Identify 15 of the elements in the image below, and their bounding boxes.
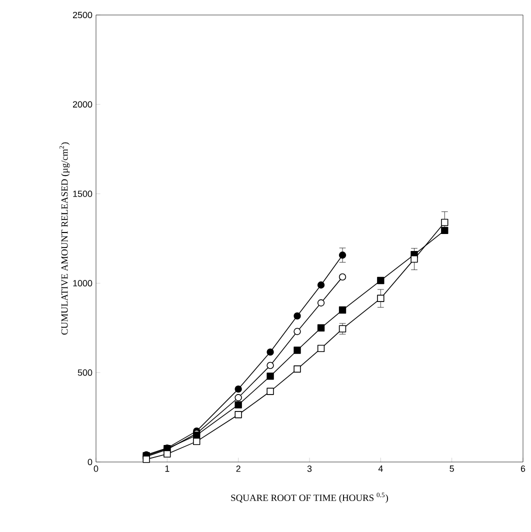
x-tick-label: 6 — [520, 466, 526, 472]
y-axis-title: CUMULATIVE AMOUNT RELEASED (µg/cm$^{2}$) — [59, 142, 70, 335]
y-tick-label: 1500 — [73, 190, 92, 197]
y-tick-label: 500 — [78, 369, 92, 376]
x-tick-label: 0 — [94, 466, 98, 472]
x-tick-label: 1 — [165, 466, 170, 472]
x-tick-label: 3 — [307, 466, 312, 472]
x-axis-title: SQUARE ROOT OF TIME (HOURS $^{0.5}$) — [231, 492, 388, 503]
y-tick-label: 2500 — [72, 12, 92, 18]
y-tick-label: 0 — [88, 458, 92, 466]
y-tick-label: 2000 — [72, 101, 92, 108]
x-tick-label: 2 — [236, 466, 240, 472]
y-tick-label: 1000 — [73, 280, 92, 286]
x-tick-label: 5 — [450, 466, 454, 472]
x-tick-label: 4 — [378, 466, 383, 472]
